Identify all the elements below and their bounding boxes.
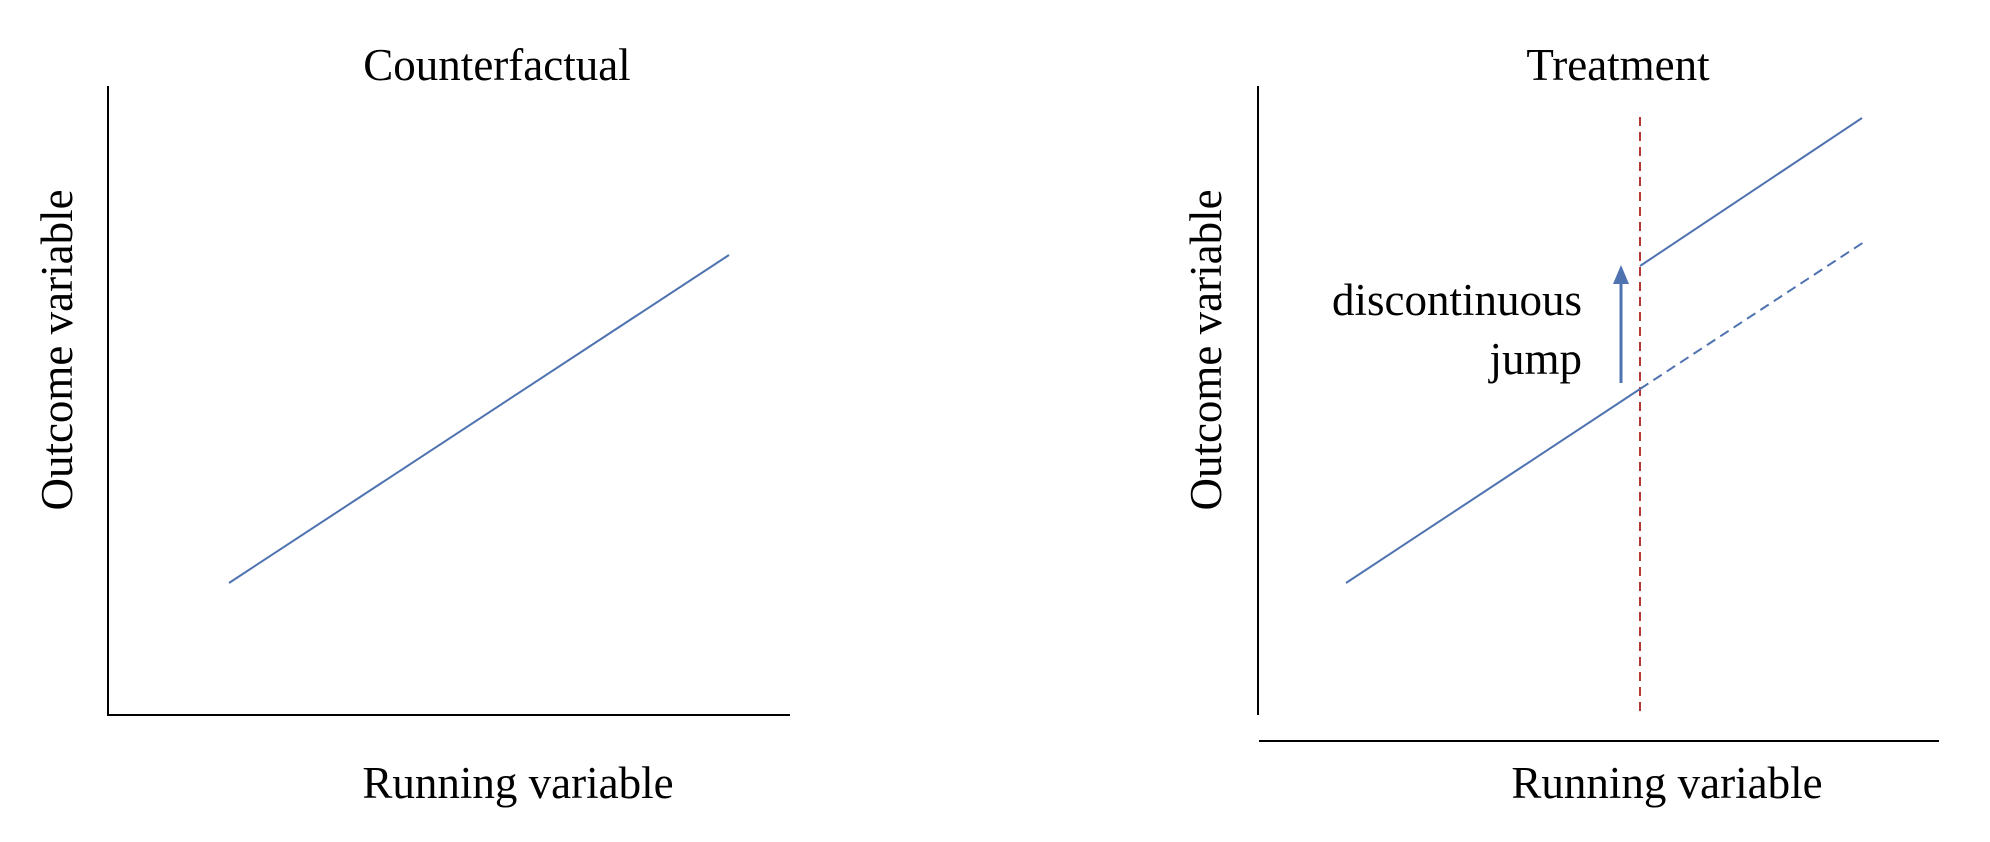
left-x-axis-label: Running variable <box>362 758 673 808</box>
post-cutoff-trend-line <box>1639 117 1863 267</box>
treatment-panel: Treatment discontinuous jump Running var… <box>1181 40 1939 808</box>
treatment-title: Treatment <box>1526 40 1710 90</box>
right-y-axis-label: Outcome variable <box>1181 189 1231 510</box>
left-y-axis-label: Outcome variable <box>32 189 82 510</box>
pre-cutoff-trend-line <box>1345 388 1641 584</box>
counterfactual-title: Counterfactual <box>363 40 630 90</box>
counterfactual-panel: Counterfactual Running variable Outcome … <box>32 40 790 808</box>
right-x-axis-label: Running variable <box>1511 758 1822 808</box>
jump-annotation-line-1: discontinuous <box>1332 275 1582 325</box>
counterfactual-extension-line <box>1639 241 1865 390</box>
jump-arrow-head <box>1613 265 1629 284</box>
counterfactual-trend-line <box>228 254 730 584</box>
jump-annotation-line-2: jump <box>1487 334 1582 384</box>
